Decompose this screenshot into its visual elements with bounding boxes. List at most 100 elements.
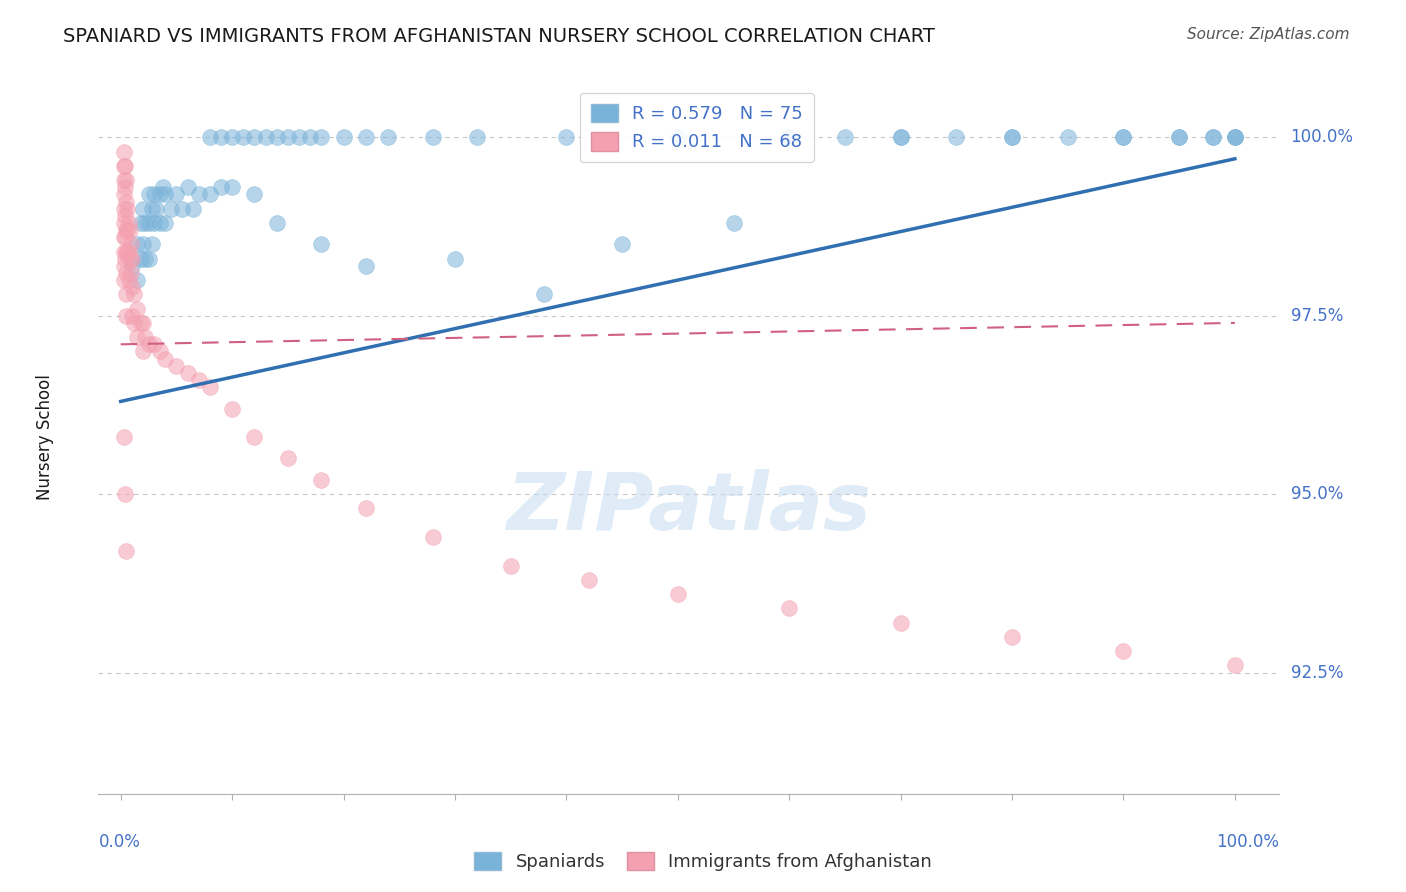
Point: [890, 130, 912, 145]
Point: [134, 252, 156, 266]
Point: [187, 373, 209, 387]
Point: [578, 573, 600, 587]
Point: [176, 180, 198, 194]
Point: [176, 366, 198, 380]
Point: [243, 187, 266, 202]
Point: [254, 130, 277, 145]
Text: 100.0%: 100.0%: [1291, 128, 1354, 146]
Text: ZIPatlas: ZIPatlas: [506, 469, 872, 548]
Point: [118, 223, 141, 237]
Text: 92.5%: 92.5%: [1291, 664, 1343, 681]
Point: [149, 344, 172, 359]
Point: [422, 130, 444, 145]
Point: [134, 216, 156, 230]
Point: [165, 359, 187, 373]
Point: [115, 309, 138, 323]
Point: [444, 252, 467, 266]
Point: [890, 615, 912, 630]
Point: [117, 273, 139, 287]
Point: [1001, 130, 1024, 145]
Point: [129, 252, 152, 266]
Point: [127, 273, 149, 287]
Legend: Spaniards, Immigrants from Afghanistan: Spaniards, Immigrants from Afghanistan: [467, 845, 939, 879]
Point: [112, 145, 135, 159]
Point: [115, 173, 138, 187]
Point: [277, 130, 299, 145]
Point: [309, 473, 332, 487]
Point: [266, 130, 288, 145]
Point: [121, 280, 143, 294]
Point: [118, 252, 141, 266]
Point: [132, 316, 155, 330]
Point: [134, 330, 156, 344]
Point: [890, 130, 912, 145]
Point: [1001, 630, 1024, 644]
Text: 97.5%: 97.5%: [1291, 307, 1343, 325]
Point: [155, 351, 177, 366]
Text: SPANIARD VS IMMIGRANTS FROM AFGHANISTAN NURSERY SCHOOL CORRELATION CHART: SPANIARD VS IMMIGRANTS FROM AFGHANISTAN …: [63, 27, 935, 45]
Point: [187, 187, 209, 202]
Point: [152, 180, 174, 194]
Point: [221, 130, 243, 145]
Point: [114, 209, 136, 223]
Text: Nursery School: Nursery School: [35, 374, 53, 500]
Point: [221, 401, 243, 416]
Point: [198, 130, 221, 145]
Point: [117, 223, 139, 237]
Point: [112, 187, 135, 202]
Point: [155, 187, 177, 202]
Text: 100.0%: 100.0%: [1216, 833, 1279, 851]
Point: [115, 266, 138, 280]
Point: [533, 287, 555, 301]
Point: [122, 316, 145, 330]
Text: 0.0%: 0.0%: [98, 833, 141, 851]
Point: [778, 130, 800, 145]
Point: [115, 287, 138, 301]
Point: [143, 187, 166, 202]
Point: [132, 344, 155, 359]
Point: [232, 130, 254, 145]
Point: [422, 530, 444, 544]
Point: [138, 252, 160, 266]
Point: [112, 230, 135, 244]
Point: [354, 501, 377, 516]
Text: 95.0%: 95.0%: [1291, 485, 1343, 503]
Point: [120, 266, 142, 280]
Point: [170, 202, 193, 216]
Point: [221, 180, 243, 194]
Point: [117, 202, 139, 216]
Point: [117, 216, 139, 230]
Point: [112, 159, 135, 173]
Point: [122, 287, 145, 301]
Point: [1223, 130, 1246, 145]
Point: [155, 216, 177, 230]
Legend: R = 0.579   N = 75, R = 0.011   N = 68: R = 0.579 N = 75, R = 0.011 N = 68: [579, 93, 814, 162]
Point: [555, 130, 578, 145]
Point: [666, 130, 689, 145]
Point: [121, 259, 143, 273]
Point: [354, 130, 377, 145]
Point: [141, 237, 163, 252]
Point: [138, 216, 160, 230]
Point: [1201, 130, 1223, 145]
Point: [288, 130, 311, 145]
Point: [120, 237, 142, 252]
Point: [332, 130, 354, 145]
Point: [117, 244, 139, 259]
Point: [165, 187, 187, 202]
Point: [149, 216, 172, 230]
Point: [143, 337, 166, 351]
Point: [138, 337, 160, 351]
Point: [141, 202, 163, 216]
Point: [114, 230, 136, 244]
Point: [1168, 130, 1191, 145]
Point: [112, 430, 135, 444]
Point: [145, 202, 167, 216]
Point: [112, 244, 135, 259]
Point: [114, 180, 136, 194]
Text: Source: ZipAtlas.com: Source: ZipAtlas.com: [1187, 27, 1350, 42]
Point: [112, 259, 135, 273]
Point: [121, 309, 143, 323]
Point: [309, 237, 332, 252]
Point: [115, 223, 138, 237]
